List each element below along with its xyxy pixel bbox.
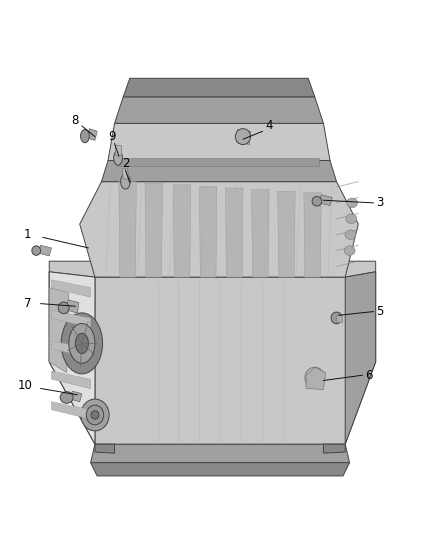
Ellipse shape bbox=[60, 392, 73, 403]
Polygon shape bbox=[49, 272, 376, 444]
Polygon shape bbox=[123, 78, 315, 97]
Polygon shape bbox=[49, 288, 69, 373]
Ellipse shape bbox=[346, 214, 357, 223]
Polygon shape bbox=[108, 123, 330, 160]
Ellipse shape bbox=[120, 174, 130, 189]
Polygon shape bbox=[304, 193, 321, 277]
Text: 1: 1 bbox=[24, 228, 31, 241]
Ellipse shape bbox=[81, 399, 109, 431]
Polygon shape bbox=[173, 185, 191, 277]
Polygon shape bbox=[115, 97, 323, 123]
Polygon shape bbox=[102, 160, 336, 182]
Ellipse shape bbox=[75, 333, 88, 353]
Polygon shape bbox=[237, 130, 251, 144]
Ellipse shape bbox=[312, 197, 322, 206]
Text: 4: 4 bbox=[265, 119, 273, 133]
Polygon shape bbox=[91, 444, 350, 463]
Polygon shape bbox=[49, 261, 376, 277]
Polygon shape bbox=[51, 280, 91, 297]
Polygon shape bbox=[70, 391, 82, 402]
Polygon shape bbox=[95, 444, 115, 453]
Polygon shape bbox=[91, 463, 350, 476]
Polygon shape bbox=[51, 341, 91, 358]
Polygon shape bbox=[116, 144, 121, 155]
Text: 8: 8 bbox=[72, 114, 79, 127]
Polygon shape bbox=[119, 158, 319, 166]
Polygon shape bbox=[345, 272, 376, 444]
Polygon shape bbox=[252, 190, 269, 277]
Ellipse shape bbox=[61, 313, 102, 374]
Text: 2: 2 bbox=[122, 157, 129, 169]
Text: 6: 6 bbox=[365, 369, 373, 382]
Text: 3: 3 bbox=[376, 196, 384, 209]
Polygon shape bbox=[336, 316, 342, 321]
Ellipse shape bbox=[305, 367, 325, 389]
Ellipse shape bbox=[81, 130, 89, 143]
Polygon shape bbox=[145, 183, 162, 277]
Polygon shape bbox=[67, 300, 79, 313]
Ellipse shape bbox=[347, 198, 357, 208]
Polygon shape bbox=[51, 402, 91, 419]
Ellipse shape bbox=[344, 246, 355, 255]
Polygon shape bbox=[323, 444, 345, 453]
Polygon shape bbox=[306, 367, 325, 390]
Ellipse shape bbox=[235, 128, 251, 144]
Ellipse shape bbox=[91, 411, 99, 419]
Ellipse shape bbox=[58, 302, 69, 314]
Polygon shape bbox=[199, 187, 217, 277]
Polygon shape bbox=[226, 188, 243, 277]
Ellipse shape bbox=[32, 246, 41, 255]
Text: 9: 9 bbox=[109, 130, 116, 143]
Ellipse shape bbox=[86, 405, 104, 425]
Polygon shape bbox=[278, 191, 295, 277]
Polygon shape bbox=[119, 182, 136, 277]
Text: 5: 5 bbox=[376, 305, 384, 318]
Ellipse shape bbox=[114, 150, 122, 165]
Ellipse shape bbox=[331, 312, 342, 324]
Polygon shape bbox=[49, 272, 95, 444]
Polygon shape bbox=[88, 128, 97, 140]
Polygon shape bbox=[319, 195, 332, 206]
Ellipse shape bbox=[345, 230, 356, 239]
Polygon shape bbox=[80, 182, 358, 277]
Ellipse shape bbox=[69, 324, 95, 364]
Polygon shape bbox=[51, 371, 91, 389]
Text: 10: 10 bbox=[18, 379, 33, 392]
Polygon shape bbox=[49, 272, 95, 444]
Polygon shape bbox=[51, 310, 91, 328]
Polygon shape bbox=[122, 168, 128, 179]
Text: 7: 7 bbox=[24, 297, 31, 310]
Polygon shape bbox=[39, 245, 51, 256]
